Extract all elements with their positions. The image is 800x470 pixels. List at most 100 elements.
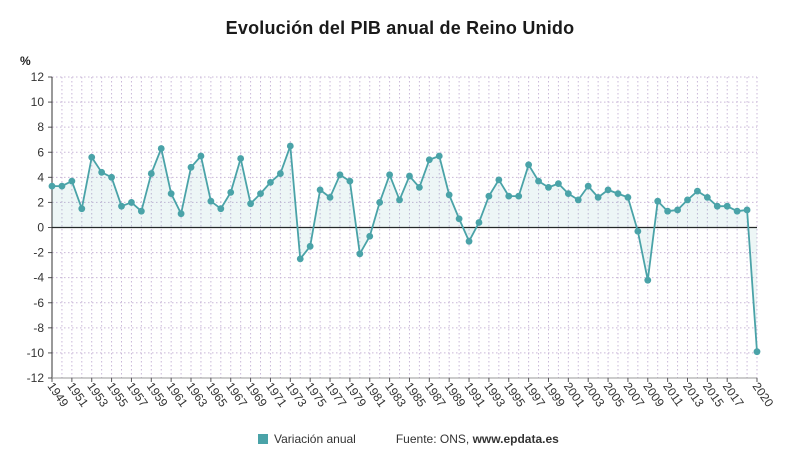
- y-tick-label: -4: [33, 271, 44, 285]
- data-point: [247, 200, 254, 208]
- x-tick-label: 1953: [84, 380, 111, 410]
- data-point: [147, 170, 155, 177]
- data-point: [406, 172, 413, 180]
- data-point: [108, 173, 115, 181]
- y-tick-label: -6: [33, 296, 44, 310]
- data-point: [48, 182, 56, 190]
- data-point: [733, 207, 741, 215]
- data-point: [137, 207, 145, 215]
- data-point: [237, 155, 245, 162]
- y-tick-label: 8: [37, 120, 44, 134]
- data-point: [555, 180, 562, 188]
- data-point: [267, 178, 274, 186]
- data-point: [396, 196, 403, 204]
- data-point: [356, 250, 364, 258]
- x-tick-label: 1967: [223, 380, 250, 410]
- data-point: [604, 186, 612, 194]
- data-point: [415, 183, 423, 191]
- x-tick-label: 2015: [700, 380, 727, 410]
- y-tick-label: 0: [37, 221, 44, 235]
- x-tick-label: 1987: [422, 380, 449, 410]
- x-tick-label: 1979: [342, 380, 369, 410]
- data-point: [684, 196, 691, 204]
- data-point: [505, 192, 513, 200]
- series-line: [52, 145, 758, 352]
- data-point: [694, 187, 701, 195]
- data-point: [624, 194, 632, 201]
- x-tick-label: 2001: [561, 380, 588, 410]
- x-tick-label: 1975: [303, 380, 330, 410]
- x-tick-label: 2020: [750, 380, 777, 410]
- data-point: [495, 176, 503, 184]
- data-point: [574, 196, 582, 204]
- data-point: [187, 163, 195, 171]
- x-tick-label: 1999: [541, 380, 568, 410]
- data-point: [386, 171, 394, 179]
- x-tick-label: 1985: [402, 380, 429, 410]
- data-point: [545, 183, 552, 191]
- data-point: [594, 194, 602, 201]
- y-tick-label: 2: [37, 195, 44, 209]
- x-tick-label: 2009: [640, 380, 667, 410]
- data-point: [485, 192, 493, 200]
- x-tick-label: 1983: [382, 380, 409, 410]
- y-tick-label: 10: [31, 95, 45, 109]
- data-point: [664, 207, 672, 215]
- data-point: [564, 190, 572, 198]
- data-point: [455, 215, 463, 223]
- data-point: [465, 237, 473, 245]
- data-point: [78, 205, 86, 213]
- legend-label: Variación anual: [274, 432, 356, 446]
- y-tick-label: -10: [27, 346, 45, 360]
- x-tick-label: 1969: [243, 380, 270, 410]
- source-note: Fuente: ONS, www.epdata.es: [396, 432, 559, 446]
- data-point: [167, 190, 175, 198]
- data-point: [316, 186, 324, 194]
- data-point: [128, 199, 135, 206]
- x-tick-label: 1957: [124, 380, 151, 410]
- data-point: [68, 177, 76, 185]
- data-point: [98, 168, 106, 176]
- data-point: [634, 227, 642, 235]
- data-point: [654, 197, 662, 205]
- data-point: [88, 153, 96, 161]
- data-point: [445, 191, 453, 199]
- y-tick-label: 6: [37, 145, 44, 159]
- data-point: [58, 182, 66, 190]
- x-tick-label: 1963: [184, 380, 211, 410]
- data-point: [723, 202, 731, 210]
- data-point: [217, 205, 225, 213]
- data-point: [535, 177, 542, 185]
- x-tick-label: 1993: [481, 380, 508, 410]
- data-point: [177, 210, 185, 218]
- data-point: [525, 161, 533, 169]
- x-tick-label: 1955: [104, 380, 131, 410]
- data-point: [286, 142, 294, 150]
- x-tick-label: 2017: [720, 380, 747, 410]
- x-tick-label: 1991: [462, 380, 489, 410]
- source-site: www.epdata.es: [472, 432, 559, 446]
- grid: [51, 76, 758, 379]
- data-point: [157, 145, 165, 152]
- data-point: [296, 255, 304, 263]
- x-tick-label: 2013: [680, 380, 707, 410]
- x-tick-label: 2011: [660, 380, 686, 409]
- data-point: [425, 156, 433, 164]
- data-point: [257, 190, 264, 198]
- data-point: [336, 171, 344, 179]
- x-tick-label: 1989: [442, 380, 469, 410]
- data-point: [753, 348, 761, 356]
- data-point: [703, 194, 711, 201]
- x-tick-label: 1959: [144, 380, 171, 410]
- x-tick-label: 1981: [362, 380, 389, 410]
- data-point: [584, 182, 592, 190]
- y-tick-label: -8: [33, 321, 44, 335]
- tick-labels: 12 10 8 6 4 2 0 -2 -4 -6 -8 -10 -12% 1949195119531955…: [20, 54, 777, 410]
- y-axis-unit-label: %: [20, 54, 31, 68]
- x-tick-label: 1949: [45, 380, 72, 410]
- series: [48, 142, 761, 356]
- data-point: [346, 177, 354, 185]
- legend: Variación anual Fuente: ONS, www.epdata.…: [258, 432, 559, 446]
- data-point: [118, 202, 125, 210]
